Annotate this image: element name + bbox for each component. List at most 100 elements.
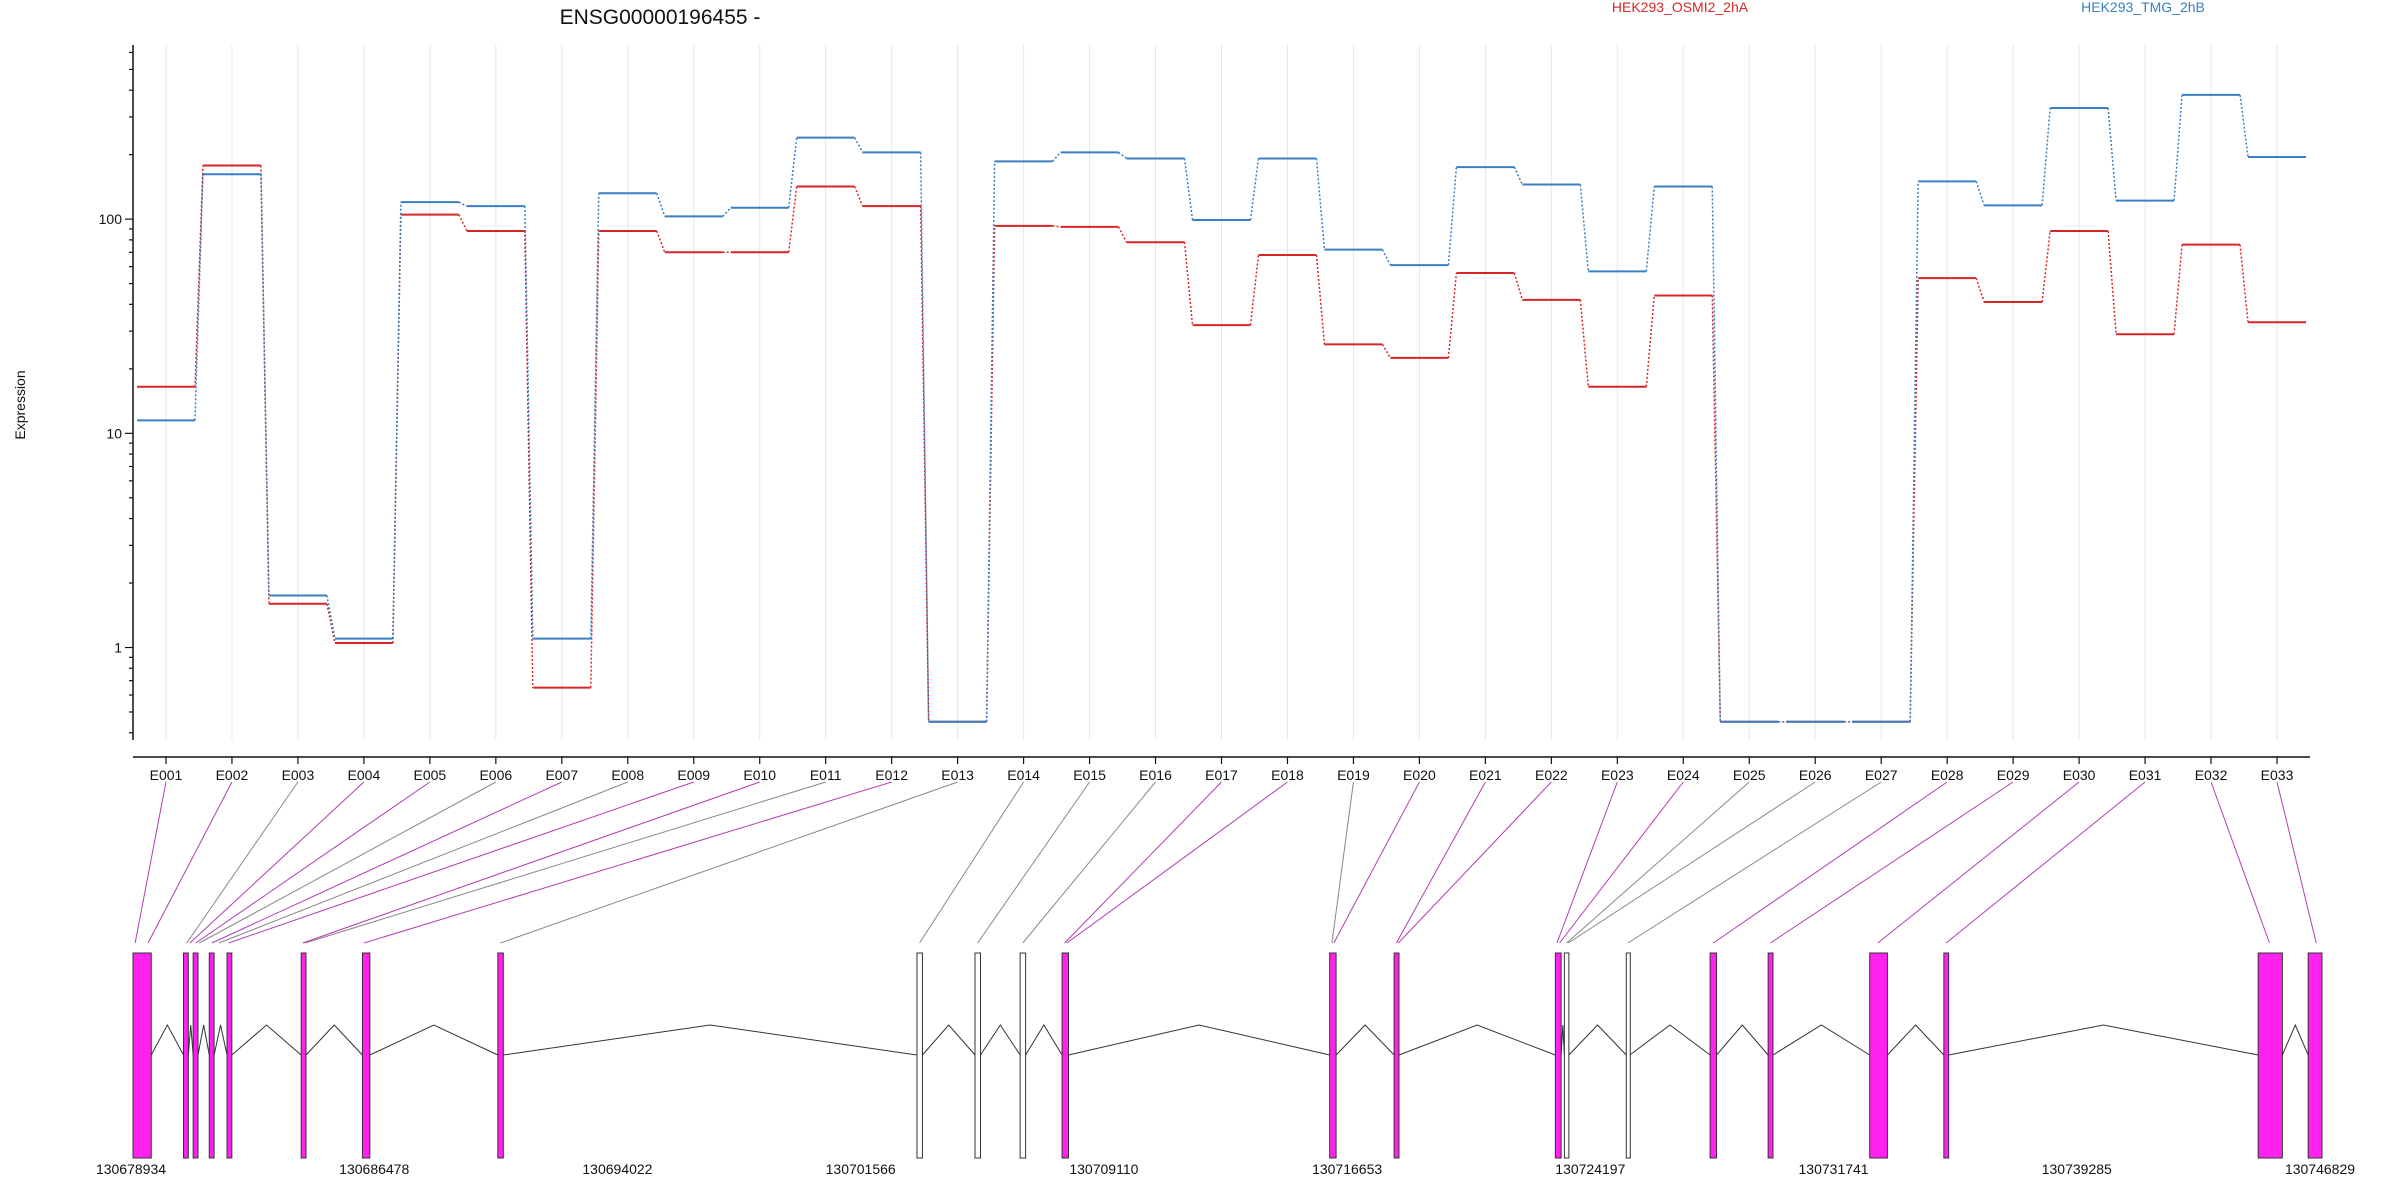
series-connector [1645, 295, 1656, 387]
series-connector [1579, 299, 1590, 387]
x-tick-label: E032 [2195, 767, 2228, 783]
exon [1554, 952, 1562, 1159]
series-connector [2107, 230, 2117, 335]
bin-link [1022, 781, 1156, 944]
exon [208, 952, 215, 1159]
exon [1709, 952, 1718, 1159]
genomic-tick-label: 130739285 [2042, 1161, 2112, 1177]
bin-link [134, 781, 167, 944]
chart-title: ENSG00000196455 - [560, 6, 761, 29]
series-connector [656, 230, 666, 253]
x-tick-label: E002 [216, 767, 249, 783]
intron [1948, 1024, 2259, 1056]
series-connector [1513, 272, 1524, 301]
genomic-tick-label: 130716653 [1312, 1161, 1382, 1177]
x-tick-label: E007 [545, 767, 578, 783]
bin-link [1556, 781, 1618, 944]
bin-link [1397, 781, 1552, 944]
series-connector [1052, 151, 1062, 162]
series-connector [524, 206, 534, 639]
x-tick-label: E013 [941, 767, 974, 783]
series-connector [985, 161, 996, 722]
series-connector [985, 225, 996, 722]
series-connector [1645, 186, 1656, 272]
series-connector [392, 202, 402, 639]
bin-link [1945, 781, 2146, 944]
exon [1943, 952, 1950, 1159]
exon [1329, 952, 1337, 1159]
bin-link [500, 781, 958, 944]
genomic-tick-label: 130686478 [339, 1161, 409, 1177]
vertical-gridlines [165, 45, 2278, 740]
intron [213, 1024, 228, 1056]
bin-link [1566, 781, 1750, 944]
intron [1716, 1024, 1769, 1056]
series-connector [919, 206, 930, 722]
series-connector [1381, 344, 1392, 359]
series-connector [1711, 295, 1722, 722]
x-tick-label: E006 [479, 767, 512, 783]
bin-link [1333, 781, 1420, 944]
bin-link [2276, 781, 2317, 944]
intron [1629, 1024, 1711, 1056]
intron [197, 1024, 210, 1056]
x-tick-label: E012 [875, 767, 908, 783]
bin-link [211, 781, 563, 944]
x-tick-label: E010 [743, 767, 776, 783]
series-connector [854, 137, 864, 153]
intron [1398, 1024, 1556, 1056]
exon [132, 952, 152, 1159]
bin-link [1559, 781, 1684, 944]
x-tick-label: E017 [1205, 767, 1238, 783]
exon [2307, 952, 2323, 1159]
exon [300, 952, 307, 1159]
series-connector [1315, 158, 1326, 250]
bin-link [1066, 781, 1288, 944]
series-connector [1381, 249, 1392, 266]
genomic-axis: 130678934 130686478 130694022 130701566 1307… [96, 1161, 2355, 1177]
series-connector [1447, 272, 1458, 358]
intron [150, 1023, 184, 1056]
exon [1869, 952, 1888, 1159]
x-tick-label: E015 [1073, 767, 1106, 783]
y-axis-label: Expression [12, 370, 28, 439]
genomic-tick-label: 130701566 [826, 1161, 896, 1177]
intron [369, 1024, 499, 1056]
bin-link [147, 781, 233, 944]
exon [1393, 952, 1400, 1159]
series-connector [1249, 158, 1260, 221]
x-tick-label: E014 [1007, 767, 1040, 783]
x-tick-label: E023 [1601, 767, 1634, 783]
series-connector [2173, 244, 2183, 335]
x-tick-label: E021 [1469, 767, 1502, 783]
intron [1025, 1024, 1063, 1056]
series-connector [1711, 186, 1722, 722]
bin-link [1567, 781, 1816, 944]
series-connector [1183, 242, 1194, 326]
bin-link [1770, 781, 2014, 944]
exon [1019, 952, 1027, 1159]
series-connector [919, 152, 930, 722]
series-connector [787, 186, 798, 253]
series-connector [590, 231, 600, 688]
bin-link [189, 781, 365, 944]
series-connector [787, 137, 798, 208]
series-connector [1579, 184, 1590, 272]
legend-series-1: HEK293_OSMI2_2hA [1612, 0, 1749, 15]
exon [1563, 952, 1570, 1159]
exon [1767, 952, 1774, 1159]
intron [1887, 1024, 1945, 1056]
bin-link [363, 781, 892, 944]
intron [1068, 1024, 1330, 1056]
series-connector [458, 201, 468, 207]
intron [1335, 1024, 1395, 1056]
exon [2257, 952, 2283, 1159]
y-tick-label: 100 [99, 211, 123, 227]
genomic-tick-label: 130746829 [2285, 1161, 2355, 1177]
x-tick-label: E020 [1403, 767, 1436, 783]
intron [187, 1024, 194, 1056]
x-tick-label: E024 [1667, 767, 1700, 783]
exon [182, 952, 189, 1159]
genomic-tick-label: 130724197 [1555, 1161, 1625, 1177]
